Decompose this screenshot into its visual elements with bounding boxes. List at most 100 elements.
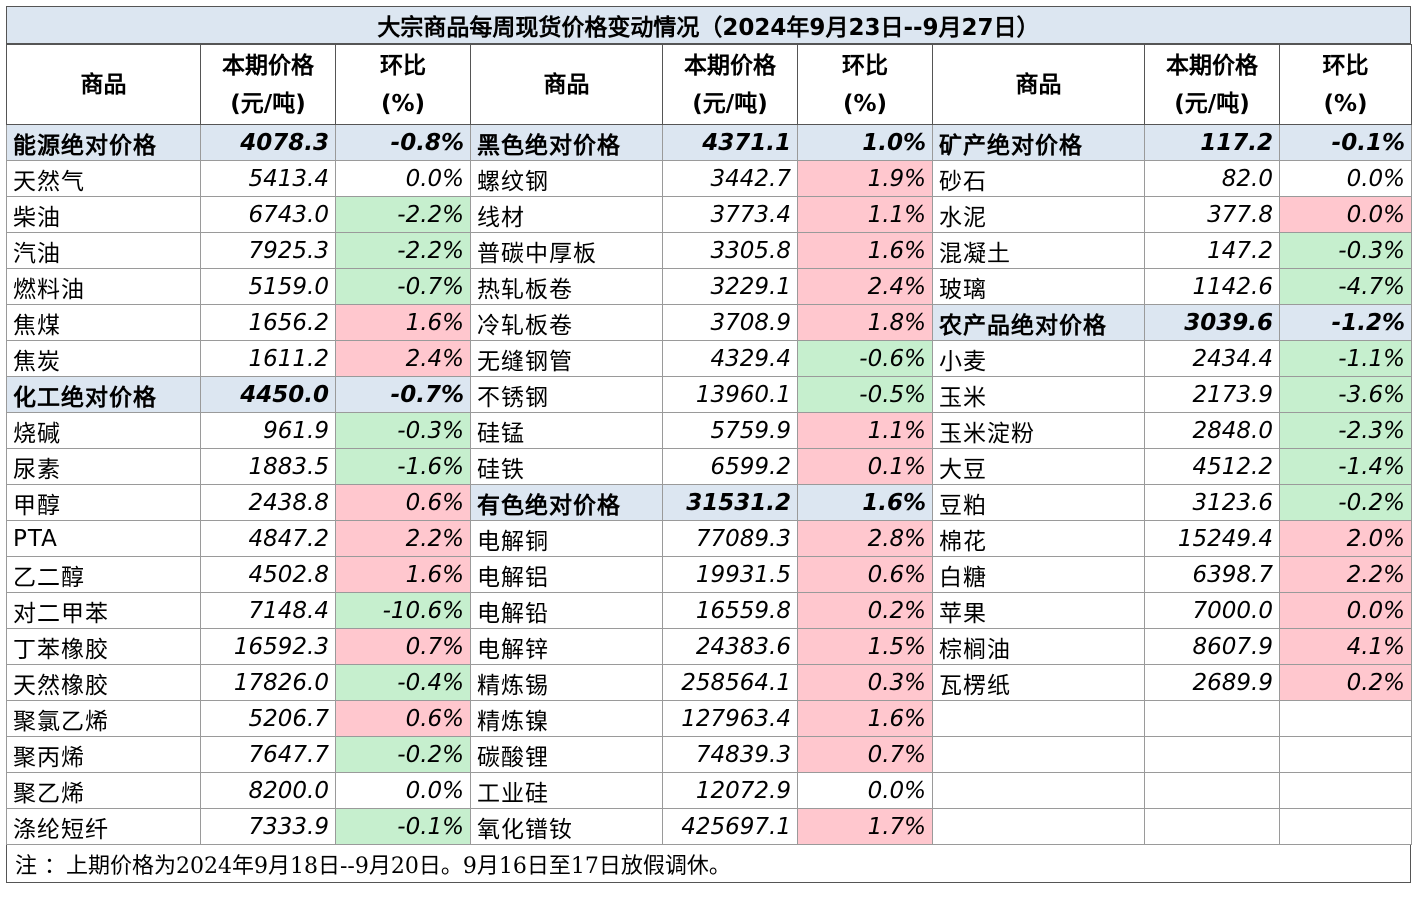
table-row: 天然橡胶 17826.0 -0.4% 精炼锡 258564.1 0.3% 瓦楞纸 2689.9… (6, 664, 1412, 701)
change-pct-cell: 0.0% (1279, 160, 1412, 197)
commodity-name-cell: 白糖 (932, 556, 1145, 593)
commodity-name-cell (932, 736, 1145, 773)
price-cell: 4371.1 (662, 124, 798, 161)
change-pct-cell: 0.0% (335, 160, 471, 197)
header-pct-line2: (%) (842, 90, 888, 117)
commodity-name-cell: 硅锰 (470, 412, 663, 449)
commodity-name-cell: 大豆 (932, 448, 1145, 485)
change-pct-cell: 0.6% (335, 484, 471, 521)
header-pct-line1: 环比 (380, 52, 426, 79)
change-pct-cell (1279, 700, 1412, 737)
change-pct-cell: 1.6% (797, 232, 933, 269)
table-row: 焦煤 1656.2 1.6% 冷轧板卷 3708.9 1.8% 农产品绝对价格 3039.6-… (6, 304, 1412, 341)
change-pct-cell: 1.6% (797, 484, 933, 521)
price-cell: 3773.4 (662, 196, 798, 233)
change-pct-cell: 0.1% (797, 448, 933, 485)
price-cell: 1883.5 (200, 448, 336, 485)
commodity-name-cell: 对二甲苯 (6, 592, 201, 629)
commodity-name-cell: 有色绝对价格 (470, 484, 663, 521)
change-pct-cell: 0.0% (797, 772, 933, 809)
commodity-name-cell: 玻璃 (932, 268, 1145, 305)
price-cell: 425697.1 (662, 808, 798, 845)
change-pct-cell (1279, 772, 1412, 809)
commodity-name-cell: 焦煤 (6, 304, 201, 341)
commodity-name-cell: 化工绝对价格 (6, 376, 201, 413)
header-price-line2: (元/吨) (230, 90, 306, 117)
header-price-1: 本期价格 (元/吨) (200, 44, 336, 125)
price-cell (1144, 700, 1280, 737)
commodity-name-cell: 不锈钢 (470, 376, 663, 413)
price-cell: 24383.6 (662, 628, 798, 665)
commodity-name-cell (932, 808, 1145, 845)
commodity-name-cell: 氧化镨钕 (470, 808, 663, 845)
price-cell: 16592.3 (200, 628, 336, 665)
header-pct-3: 环比 (%) (1279, 44, 1412, 125)
price-cell: 5159.0 (200, 268, 336, 305)
commodity-name-cell: 硅铁 (470, 448, 663, 485)
header-pct-line2: (%) (380, 90, 426, 117)
change-pct-cell: 1.8% (797, 304, 933, 341)
table-row: PTA 4847.2 2.2% 电解铜 77089.3 2.8% 棉花 15249.4 2.0% (6, 520, 1412, 557)
price-cell: 15249.4 (1144, 520, 1280, 557)
commodity-name-cell: 螺纹钢 (470, 160, 663, 197)
commodity-name-cell: 电解铝 (470, 556, 663, 593)
commodity-name-cell: 丁苯橡胶 (6, 628, 201, 665)
price-cell: 7647.7 (200, 736, 336, 773)
price-cell: 6743.0 (200, 196, 336, 233)
change-pct-cell: 2.2% (335, 520, 471, 557)
price-cell: 6599.2 (662, 448, 798, 485)
price-cell: 7925.3 (200, 232, 336, 269)
commodity-name-cell (932, 700, 1145, 737)
price-cell: 147.2 (1144, 232, 1280, 269)
price-cell: 1611.2 (200, 340, 336, 377)
table-row: 聚丙烯 7647.7 -0.2% 碳酸锂 74839.3 0.7% (6, 736, 1412, 773)
header-row: 商品 本期价格 (元/吨) 环比 (%) 商品 本期价格 (元/吨) 环比 (%) 商品… (6, 44, 1412, 125)
change-pct-cell: 2.2% (1279, 556, 1412, 593)
change-pct-cell: -0.1% (335, 808, 471, 845)
change-pct-cell: 1.9% (797, 160, 933, 197)
table-row: 对二甲苯 7148.4 -10.6% 电解铅 16559.8 0.2% 苹果 7000.0 0.… (6, 592, 1412, 629)
price-cell: 16559.8 (662, 592, 798, 629)
header-price-line2: (元/吨) (1174, 90, 1250, 117)
price-cell: 5206.7 (200, 700, 336, 737)
table-row: 柴油 6743.0 -2.2% 线材 3773.4 1.1% 水泥 377.8 0.0% (6, 196, 1412, 233)
change-pct-cell: -0.2% (1279, 484, 1412, 521)
table-row: 焦炭 1611.2 2.4% 无缝钢管 4329.4 -0.6% 小麦 2434.4 -1.1% (6, 340, 1412, 377)
price-cell: 1656.2 (200, 304, 336, 341)
change-pct-cell: -0.4% (335, 664, 471, 701)
change-pct-cell: -2.2% (335, 232, 471, 269)
header-price-line1: 本期价格 (1166, 52, 1258, 79)
change-pct-cell: -1.1% (1279, 340, 1412, 377)
change-pct-cell: 2.4% (797, 268, 933, 305)
price-cell: 4512.2 (1144, 448, 1280, 485)
change-pct-cell: 4.1% (1279, 628, 1412, 665)
table-row: 汽油 7925.3 -2.2% 普碳中厚板 3305.8 1.6% 混凝土 147.2 -0.3… (6, 232, 1412, 269)
change-pct-cell: 0.6% (797, 556, 933, 593)
price-cell: 7333.9 (200, 808, 336, 845)
commodity-name-cell: 柴油 (6, 196, 201, 233)
change-pct-cell: -2.2% (335, 196, 471, 233)
change-pct-cell: -1.2% (1279, 304, 1412, 341)
change-pct-cell: -0.8% (335, 124, 471, 161)
change-pct-cell: -4.7% (1279, 268, 1412, 305)
commodity-name-cell: 汽油 (6, 232, 201, 269)
header-pct-line2: (%) (1323, 90, 1368, 117)
change-pct-cell: 0.7% (797, 736, 933, 773)
price-cell: 127963.4 (662, 700, 798, 737)
price-cell: 8200.0 (200, 772, 336, 809)
commodity-name-cell (932, 772, 1145, 809)
change-pct-cell: 0.2% (797, 592, 933, 629)
header-price-3: 本期价格 (元/吨) (1144, 44, 1280, 125)
change-pct-cell: -1.6% (335, 448, 471, 485)
price-cell: 2689.9 (1144, 664, 1280, 701)
change-pct-cell: 1.6% (335, 304, 471, 341)
header-price-line1: 本期价格 (222, 52, 314, 79)
price-cell: 13960.1 (662, 376, 798, 413)
commodity-name-cell: 烧碱 (6, 412, 201, 449)
change-pct-cell: 2.4% (335, 340, 471, 377)
change-pct-cell: 1.1% (797, 196, 933, 233)
commodity-name-cell: 涤纶短纤 (6, 808, 201, 845)
table-row: 甲醇 2438.8 0.6% 有色绝对价格 31531.2 1.6% 豆粕 3123.6 -0.… (6, 484, 1412, 521)
change-pct-cell: -10.6% (335, 592, 471, 629)
commodity-name-cell: 乙二醇 (6, 556, 201, 593)
